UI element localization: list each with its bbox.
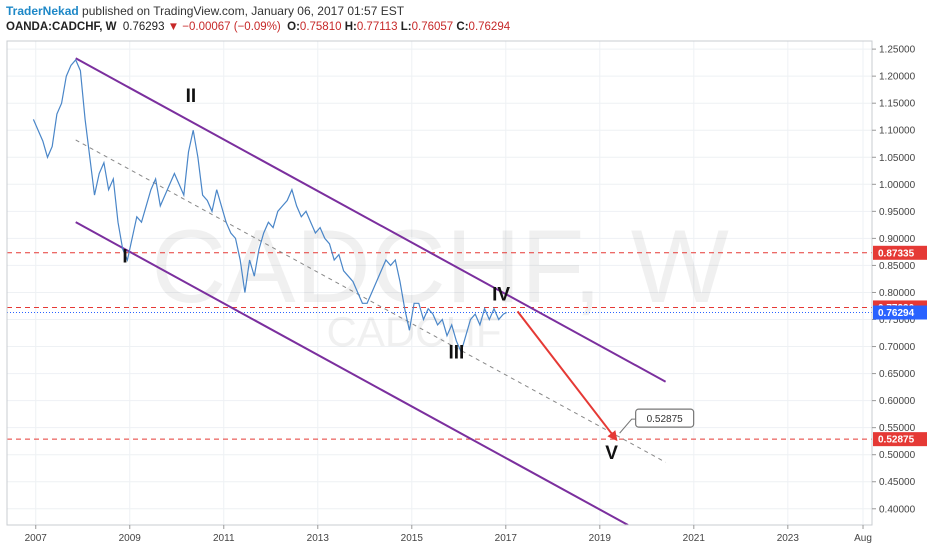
wave-label-i: I <box>122 247 127 268</box>
open-label: O: <box>287 21 300 33</box>
watermark-symbol: CADCHF, W <box>151 209 729 325</box>
price-series <box>32 58 507 354</box>
watermark-symbol-small: CADCHF <box>327 308 502 355</box>
channel-upper-line <box>75 57 667 383</box>
price-channel[interactable] <box>75 57 667 525</box>
wave-label-iv: IV <box>492 285 510 306</box>
projection-arrow[interactable] <box>516 310 618 442</box>
x-tick-label: 2007 <box>25 533 48 544</box>
y-tick-label: 0.40000 <box>879 504 916 515</box>
price-badge-label: 0.87335 <box>878 248 915 259</box>
price-badge-label: 0.52875 <box>878 435 915 446</box>
y-tick-label: 1.15000 <box>879 99 916 110</box>
y-tick-label: 0.75000 <box>879 315 916 326</box>
y-tick-label: 0.80000 <box>879 288 916 299</box>
last-price-text: 0.76293 <box>122 21 165 33</box>
close-value: 0.76294 <box>468 21 511 33</box>
x-tick-label: 2023 <box>777 533 800 544</box>
y-tick-label: 0.65000 <box>879 369 916 380</box>
y-tick-label: 0.95000 <box>879 207 916 218</box>
open-value: 0.75810 <box>299 21 342 33</box>
grid <box>7 41 872 525</box>
high-label: H: <box>344 21 357 33</box>
price-badge <box>873 305 927 320</box>
y-tick-label: 1.25000 <box>879 45 916 56</box>
x-tick-label: 2011 <box>213 533 235 544</box>
plot-frame <box>6 40 873 526</box>
down-arrow-icon: ▼ <box>167 21 180 33</box>
x-tick-label: 2009 <box>119 533 142 544</box>
time-axis[interactable]: 2007 2009 2011 2013 2015 2017 2019 2021 2023 Aug <box>25 525 872 544</box>
channel-lower-line <box>75 221 629 525</box>
callout-box <box>635 408 695 428</box>
y-tick-label: 0.45000 <box>879 477 916 488</box>
watermark: CADCHF, W CADCHF <box>151 209 729 355</box>
y-tick-label: 0.50000 <box>879 450 916 461</box>
close-label: C: <box>456 21 469 33</box>
y-tick-label: 0.70000 <box>879 342 916 353</box>
wave-label-ii: II <box>186 86 197 107</box>
y-tick-label: 0.60000 <box>879 396 916 407</box>
published-text: published on TradingView.com, January 06… <box>82 4 405 18</box>
y-tick-label: 0.55000 <box>879 423 916 434</box>
x-tick-label: 2015 <box>401 533 424 544</box>
price-axis[interactable]: 1.25000 1.20000 1.15000 1.10000 1.05000 1.000… <box>872 45 916 516</box>
low-label: L: <box>400 21 412 33</box>
change-text: −0.00067 (−0.09%) <box>182 21 281 33</box>
price-badge-label: 0.76294 <box>878 308 915 319</box>
x-tick-label: 2019 <box>589 533 612 544</box>
price-line <box>32 58 507 354</box>
price-badge <box>873 432 927 447</box>
wave-label-v: V <box>605 443 618 464</box>
x-tick-label: 2017 <box>495 533 518 544</box>
target-callout: 0.52875 <box>619 408 695 434</box>
channel-mid-line <box>75 139 666 463</box>
wave-label-iii: III <box>449 342 465 363</box>
y-tick-label: 0.90000 <box>879 234 916 245</box>
y-tick-label: 0.85000 <box>879 261 916 272</box>
y-tick-label: 1.00000 <box>879 180 916 191</box>
x-tick-label: 2013 <box>307 533 330 544</box>
author-link[interactable]: TraderNekad <box>6 4 79 18</box>
horizontal-levels <box>7 252 872 440</box>
y-tick-label: 1.05000 <box>879 153 916 164</box>
y-tick-label: 1.20000 <box>879 72 916 83</box>
chart-header: TraderNekad published on TradingView.com… <box>6 0 926 40</box>
callout-label: 0.52875 <box>647 414 684 425</box>
price-badge <box>873 245 927 260</box>
ohlc-line: OANDA:CADCHF, W 0.76293 ▼ −0.00067 (−0.0… <box>6 21 510 33</box>
projection-arrow-line <box>516 310 618 442</box>
x-tick-label: 2021 <box>683 533 706 544</box>
low-value: 0.76057 <box>411 21 454 33</box>
high-value: 0.77113 <box>356 21 398 33</box>
x-tick-label: Aug <box>854 533 872 544</box>
plot-border <box>6 40 873 526</box>
publish-line: TraderNekad published on TradingView.com… <box>6 4 404 18</box>
symbol-label: OANDA:CADCHF, W <box>6 21 117 33</box>
y-tick-label: 1.10000 <box>879 126 916 137</box>
